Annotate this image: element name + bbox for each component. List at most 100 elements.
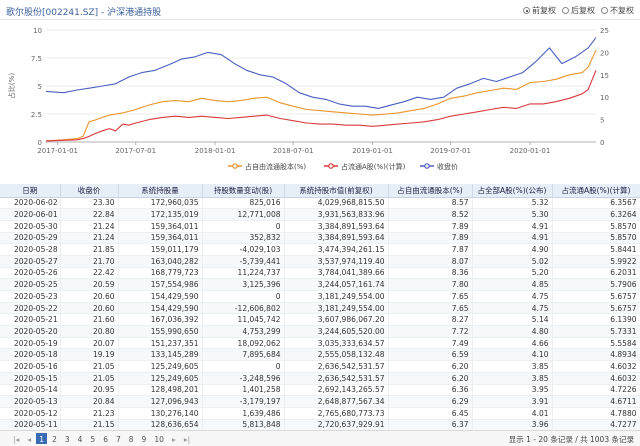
table-cell: 6.3264 <box>552 208 640 221</box>
page-number-button[interactable]: 3 <box>64 435 70 444</box>
table-cell: 172,135,019 <box>118 208 203 221</box>
table-cell: 4.8934 <box>552 348 640 362</box>
table-cell: 4.90 <box>472 243 553 256</box>
column-header[interactable]: 系统持股量 <box>118 184 203 198</box>
table-cell: 2020-06-01 <box>0 208 61 221</box>
table-row: 2020-05-25 20.59 157,554,986 3,125,396 3,244… <box>0 278 640 291</box>
last-page-button[interactable]: ▸| <box>183 435 191 444</box>
table-cell: 21.70 <box>60 255 119 268</box>
table-cell: -3,248,596 <box>202 372 285 385</box>
page-number-button[interactable]: 2 <box>52 435 57 444</box>
column-header[interactable]: 占流通A股(%)(计算) <box>552 184 640 198</box>
adjust-mode-group: 前复权 后复权 不复权 <box>523 5 634 16</box>
table-cell: 2020-05-11 <box>0 419 61 430</box>
table-row: 2020-05-22 20.60 154,429,590 -12,606,802 3,1… <box>0 302 640 315</box>
table-cell: 6.45 <box>388 407 473 420</box>
page-number-button[interactable]: 5 <box>90 435 96 444</box>
table-cell: 21.05 <box>60 360 119 373</box>
table-cell: 19.19 <box>60 348 119 362</box>
column-header[interactable]: 占全部A股(%)(公布) <box>472 184 553 198</box>
table-cell: 172,960,035 <box>118 197 203 210</box>
table-cell: 20.95 <box>60 384 119 397</box>
column-header[interactable]: 系统持股市值(前复权) <box>284 184 389 198</box>
table-cell: 352,832 <box>202 232 285 245</box>
pagination: |◂ ◂ 1 2 3 4 5 6 7 8 9 10 ▸ ▸| <box>10 433 193 444</box>
page-number-button[interactable]: 6 <box>103 435 108 444</box>
legend-label: 占流通A股(%)(计算) <box>341 162 406 171</box>
table-cell: 21.24 <box>60 220 119 233</box>
series-line-2 <box>45 37 597 109</box>
table-cell: 4.85 <box>472 278 553 291</box>
table-cell: 21.60 <box>60 313 119 327</box>
page-number-button[interactable]: 7 <box>115 435 121 444</box>
legend-item-1[interactable]: 占流通A股(%)(计算) <box>324 162 406 171</box>
x-tick-label: 2017-07-01 <box>115 147 156 155</box>
table-cell: 21.05 <box>60 372 119 385</box>
page-number-button[interactable]: 10 <box>154 435 164 444</box>
column-header[interactable]: 占自由流通股本(%) <box>388 184 473 198</box>
table-cell: 2,765,680,773.73 <box>284 407 389 420</box>
table-cell: 2020-05-22 <box>0 302 61 315</box>
table-cell: 4.6711 <box>552 395 640 408</box>
table-cell: 6.20 <box>388 360 473 373</box>
table-cell: 154,429,590 <box>118 290 203 303</box>
page-number-button[interactable]: 1 <box>36 433 48 444</box>
table-cell: 3,474,394,261.15 <box>284 243 389 256</box>
radio-dot-icon <box>562 7 569 14</box>
page-number-button[interactable]: 4 <box>77 435 83 444</box>
prev-page-button[interactable]: ◂ <box>27 435 32 444</box>
table-cell: 11,045,742 <box>202 313 285 327</box>
table-cell: 5.7331 <box>552 325 640 338</box>
radio-dot-icon <box>601 7 608 14</box>
page-number-button[interactable]: 8 <box>128 435 134 444</box>
column-header[interactable]: 持股数量变动(股) <box>202 184 285 198</box>
series-line-0 <box>45 49 597 142</box>
table-cell: 2020-05-29 <box>0 232 61 245</box>
table-cell: 825,016 <box>202 197 285 210</box>
table-cell: 4.91 <box>472 220 553 233</box>
table-cell: 2020-05-27 <box>0 255 61 268</box>
page-number-button[interactable]: 9 <box>141 435 147 444</box>
first-page-button[interactable]: |◂ <box>13 435 20 444</box>
table-body: 2020-06-02 23.30 172,960,035 825,016 4,029,9… <box>0 197 640 430</box>
table-cell: 20.07 <box>60 337 119 350</box>
adjust-mode-radio-0[interactable]: 前复权 <box>523 5 556 16</box>
table-cell: 3,537,974,119.40 <box>284 255 389 268</box>
table-cell: 3,181,249,554.00 <box>284 290 389 303</box>
column-header[interactable]: 日期 <box>0 184 61 198</box>
table-cell: 3,244,605,520.00 <box>284 325 389 338</box>
table-cell: -5,739,441 <box>202 255 285 268</box>
table-cell: 3,784,041,389.66 <box>284 267 389 280</box>
table-row: 2020-05-23 20.60 154,429,590 0 3,181,249,554… <box>0 290 640 303</box>
table-cell: 2020-05-21 <box>0 313 61 327</box>
table-row: 2020-05-26 22.42 168,779,723 11,224,737 3,78… <box>0 267 640 280</box>
table-cell: -4,029,103 <box>202 243 285 256</box>
table-cell: 3,181,249,554.00 <box>284 302 389 315</box>
adjust-mode-radio-2[interactable]: 不复权 <box>601 5 634 16</box>
legend-item-2[interactable]: 收盘价 <box>420 162 458 171</box>
legend-item-0[interactable]: 占自由流通股本(%) <box>228 162 306 171</box>
table-cell: 21.24 <box>60 232 119 245</box>
table-row: 2020-05-13 20.84 127,096,943 -3,179,197 2,64… <box>0 395 640 408</box>
table-header-row: 日期 收盘价 系统持股量 持股数量变动(股) 系统持股市值(前复权) 占自由流通股本(%)… <box>0 184 640 198</box>
table-row: 2020-05-16 21.05 125,249,605 0 2,636,542,531… <box>0 360 640 373</box>
table-cell: 125,249,605 <box>118 372 203 385</box>
column-header[interactable]: 收盘价 <box>60 184 119 198</box>
next-page-button[interactable]: ▸ <box>171 435 176 444</box>
table-cell: 22.42 <box>60 267 119 280</box>
table-cell: 4.10 <box>472 348 553 362</box>
table-cell: 4.6032 <box>552 360 640 373</box>
table-cell: 5.02 <box>472 255 553 268</box>
table-cell: 133,145,289 <box>118 348 203 362</box>
adjust-mode-radio-1[interactable]: 后复权 <box>562 5 595 16</box>
table-cell: 8.27 <box>388 313 473 327</box>
legend-label: 收盘价 <box>437 162 458 171</box>
table-cell: 3.85 <box>472 372 553 385</box>
table-cell: 2020-05-26 <box>0 267 61 280</box>
table-footer: |◂ ◂ 1 2 3 4 5 6 7 8 9 10 ▸ ▸| 显示 1 - 20 条记录 / 共 1003… <box>0 430 640 446</box>
table-row: 2020-05-27 21.70 163,040,282 -5,739,441 3,53… <box>0 255 640 268</box>
table-cell: 20.60 <box>60 290 119 303</box>
table-cell: 0 <box>202 360 285 373</box>
x-tick-label: 2018-07-01 <box>273 147 314 155</box>
table-cell: 3.85 <box>472 360 553 373</box>
